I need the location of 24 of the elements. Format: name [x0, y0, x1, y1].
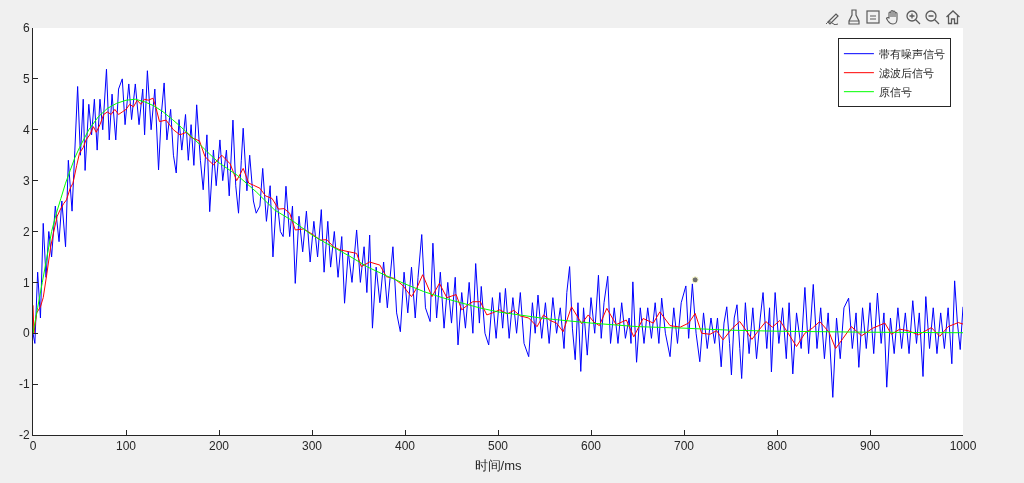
x-axis-title: 时间/ms	[474, 458, 522, 473]
y-tick-label: -1	[18, 377, 30, 392]
x-tick-label: 900	[859, 439, 881, 454]
y-tick-label: -2	[18, 428, 30, 443]
legend-label: 滤波后信号	[878, 66, 934, 79]
x-tick-label: 1000	[949, 439, 977, 454]
x-tick-label: 300	[301, 439, 323, 454]
y-tick-label: 1	[22, 275, 30, 290]
x-tick-label: 200	[208, 439, 230, 454]
x-tick-label: 800	[766, 439, 788, 454]
legend-label: 带有噪声信号	[878, 47, 945, 60]
y-tick-label: 6	[22, 21, 30, 36]
x-tick-label: 600	[580, 439, 602, 454]
x-tick-label: 500	[487, 439, 509, 454]
line-series	[33, 68, 963, 398]
x-tick-label: 100	[115, 439, 137, 454]
y-tick-label: 0	[22, 326, 30, 341]
y-tick-label: 4	[22, 122, 30, 137]
legend-label: 原信号	[878, 85, 912, 98]
x-tick-label: 400	[394, 439, 416, 454]
y-tick-label: 2	[22, 224, 30, 239]
y-tick-label: 5	[22, 72, 30, 87]
y-tick-label: 3	[22, 173, 30, 188]
x-tick-label: 700	[673, 439, 695, 454]
